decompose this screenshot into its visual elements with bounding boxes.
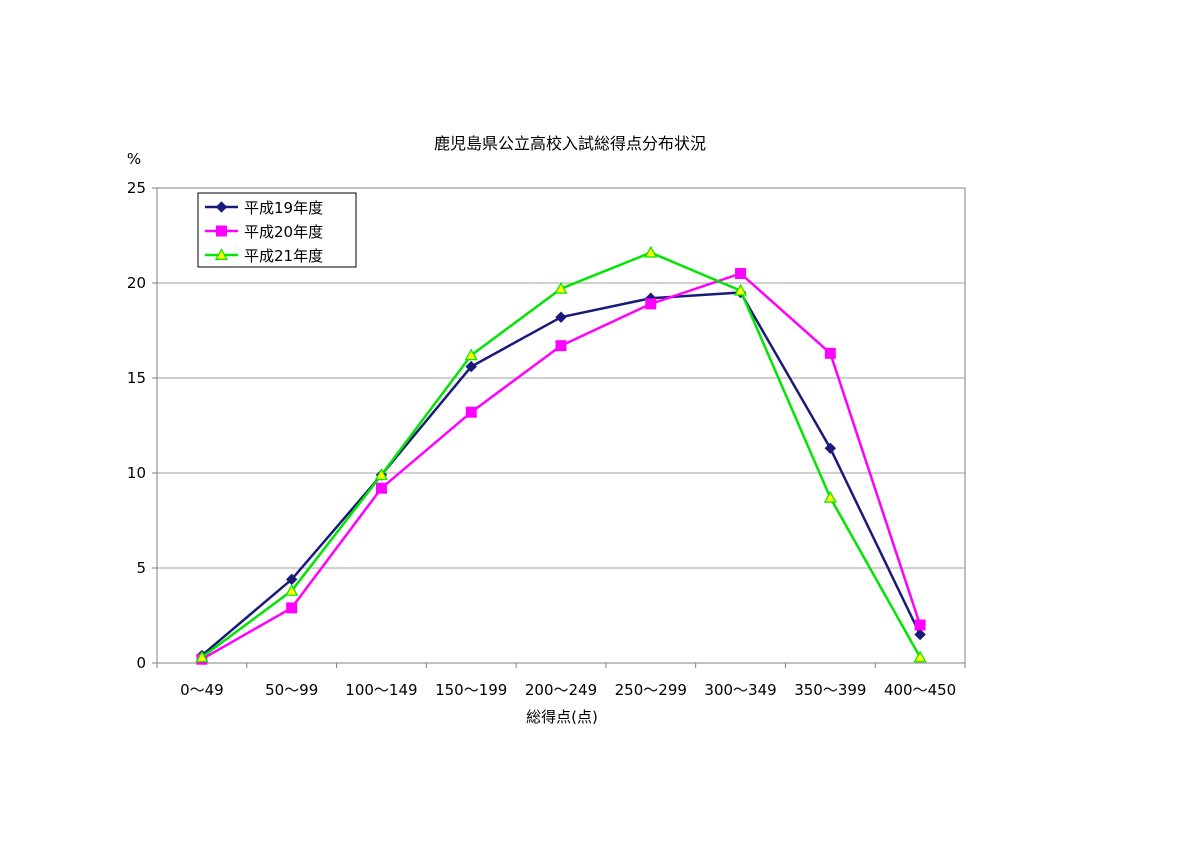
data-point: [374, 468, 388, 480]
y-tick-label: 0: [136, 654, 146, 672]
legend-marker: [215, 201, 228, 213]
legend-marker: [214, 248, 229, 260]
legend-entry: 平成21年度: [205, 247, 323, 265]
x-axis-label: 総得点(点): [526, 708, 598, 726]
x-tick-label: 100〜149: [345, 681, 417, 699]
data-point: [375, 482, 387, 494]
y-tick-label: 20: [127, 274, 146, 292]
series-lines: [195, 245, 927, 665]
data-point: [286, 602, 298, 614]
series-line: [201, 272, 922, 661]
series-2: [196, 268, 926, 665]
data-point: [913, 650, 927, 663]
legend-marker: [216, 225, 227, 237]
x-tick-label: 250〜299: [615, 681, 687, 699]
data-point: [914, 619, 926, 631]
gridlines: [157, 282, 965, 569]
data-point: [465, 360, 477, 373]
legend-entry: 平成19年度: [205, 199, 323, 217]
data-point: [285, 584, 299, 596]
legend-label: 平成21年度: [244, 247, 323, 265]
chart-title: 鹿児島県公立高校入試総得点分布状況: [434, 134, 706, 153]
data-point: [465, 406, 477, 418]
data-point: [644, 245, 658, 258]
data-point: [824, 347, 836, 359]
data-point: [464, 348, 478, 361]
data-point: [735, 268, 747, 279]
legend-label: 平成19年度: [244, 199, 323, 217]
plot-area: [156, 187, 966, 664]
x-tick-label: 50〜99: [265, 681, 318, 699]
data-point: [555, 311, 567, 323]
data-point: [645, 298, 657, 310]
data-point: [555, 340, 567, 352]
legend-label: 平成20年度: [244, 223, 323, 241]
y-tick-label: 25: [127, 179, 146, 197]
y-tick-label: 10: [127, 464, 146, 482]
x-tick-label: 300〜349: [704, 681, 776, 699]
x-tick-label: 200〜249: [525, 681, 597, 699]
y-axis-unit-label: %: [127, 150, 141, 168]
x-tick-label: 350〜399: [794, 681, 866, 699]
data-point: [824, 442, 837, 455]
legend-entry: 平成20年度: [205, 223, 323, 241]
x-tick-label: 0〜49: [180, 681, 224, 699]
axes: 0 5 10 15 20 25 0〜49 50〜99 100〜149 150〜199 200〜249…: [127, 179, 966, 699]
data-point: [734, 283, 748, 296]
series-3: [195, 245, 927, 663]
y-tick-label: 15: [127, 369, 146, 387]
x-tick-label: 150〜199: [435, 681, 507, 699]
data-point: [823, 490, 837, 503]
y-tick-label: 5: [136, 559, 146, 577]
data-point: [914, 628, 926, 641]
data-point: [195, 650, 209, 663]
x-tick-label: 400〜450: [884, 681, 956, 699]
data-point: [554, 281, 568, 294]
